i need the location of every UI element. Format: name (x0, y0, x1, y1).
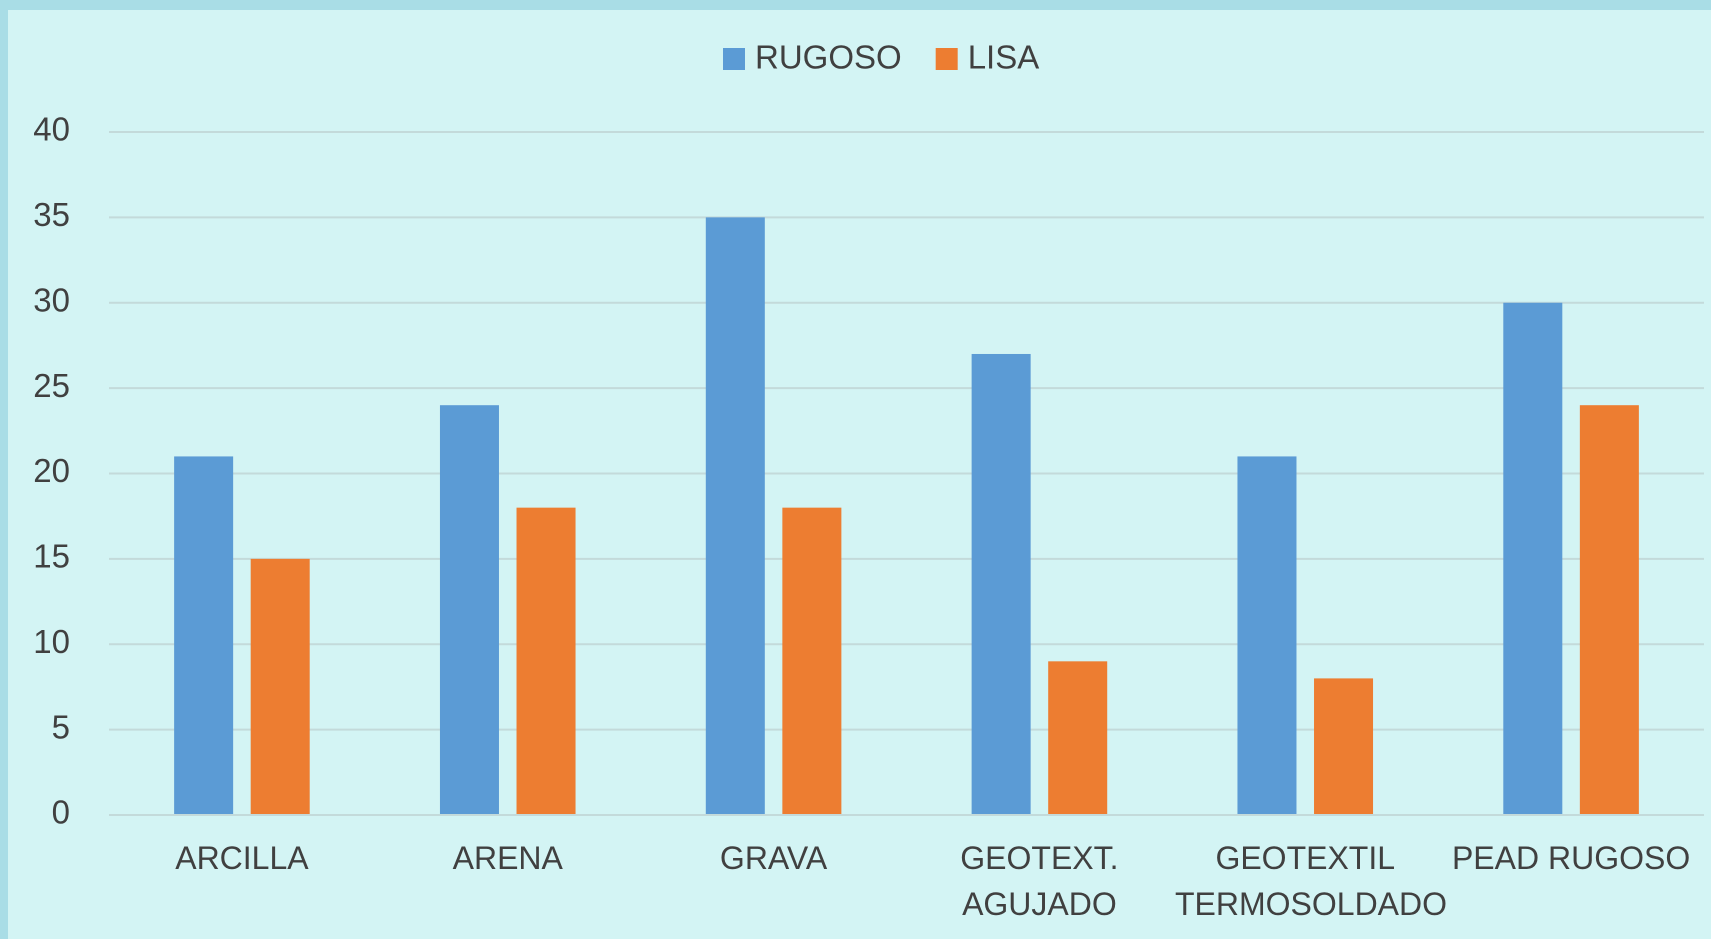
bar (1048, 661, 1108, 815)
y-tick-label: 5 (52, 708, 70, 745)
y-tick-label: 30 (33, 281, 70, 318)
bar (971, 353, 1031, 815)
bar (782, 507, 842, 815)
chart: 0 5 10 15 20 25 30 35 40 RUGOSO LISA (33, 39, 1704, 831)
bar (1503, 302, 1563, 815)
bar (439, 405, 499, 815)
bar (250, 558, 310, 815)
x-tick-label: GRAVA (719, 840, 828, 876)
y-tick-label: 0 (52, 794, 70, 831)
y-tick-label: 35 (33, 196, 70, 233)
y-tick-label: 40 (33, 111, 70, 148)
bar (705, 217, 765, 815)
bar (516, 507, 576, 815)
y-tick-label: 10 (33, 623, 70, 660)
x-tick-label: GEOTEXT. AGUJADO (960, 840, 1119, 922)
x-tick-label: PEAD RUGOSO (1451, 840, 1691, 876)
chart-area: 0 5 10 15 20 25 30 35 40 RUGOSO LISA ARCILLA ARENA G… (8, 10, 1711, 939)
y-tick-label: 25 (33, 367, 70, 404)
bar (1314, 678, 1374, 815)
legend-label: RUGOSO (755, 39, 902, 76)
legend-label: LISA (968, 39, 1040, 76)
x-tick-label: ARENA (452, 840, 563, 876)
y-tick-label: 15 (33, 538, 70, 575)
legend-swatch (935, 48, 958, 70)
y-tick-label: 20 (33, 452, 70, 489)
bar (1579, 405, 1639, 815)
x-tick-label: ARCILLA (175, 840, 309, 876)
x-tick-label: GEOTEXTIL TERMOSOLDADO (1174, 840, 1448, 922)
bar (174, 456, 234, 815)
bar (1237, 456, 1297, 815)
legend-swatch (723, 48, 745, 70)
